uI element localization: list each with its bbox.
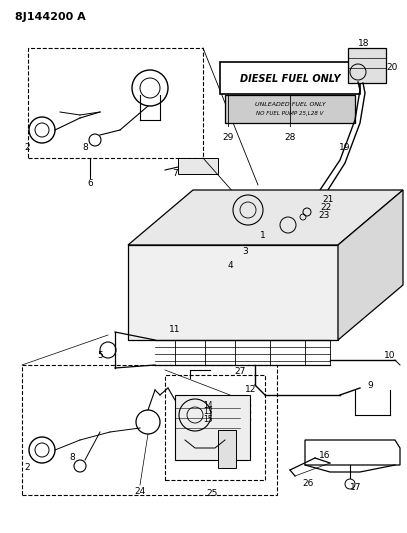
- Text: 17: 17: [350, 483, 362, 492]
- Bar: [220, 62, 360, 94]
- Text: 28: 28: [284, 133, 296, 142]
- Bar: [22, 365, 277, 495]
- Text: 8J144200 A: 8J144200 A: [15, 12, 86, 22]
- Text: 24: 24: [134, 488, 146, 497]
- Text: 9: 9: [367, 381, 373, 390]
- Text: 1: 1: [260, 230, 266, 239]
- Text: 25: 25: [206, 489, 218, 498]
- Text: 8: 8: [82, 143, 88, 152]
- Text: UNLEADED FUEL ONLY: UNLEADED FUEL ONLY: [255, 101, 325, 107]
- Text: DIESEL FUEL ONLY: DIESEL FUEL ONLY: [240, 74, 340, 84]
- Text: 14: 14: [204, 400, 213, 409]
- Text: 12: 12: [245, 385, 257, 394]
- Text: 7: 7: [172, 168, 178, 177]
- Text: 15: 15: [204, 415, 213, 424]
- Text: 23: 23: [318, 212, 330, 221]
- Text: 21: 21: [322, 196, 334, 205]
- Bar: [165, 375, 265, 480]
- Text: 2: 2: [24, 464, 30, 472]
- Text: 13: 13: [204, 408, 213, 416]
- Text: 3: 3: [242, 247, 248, 256]
- Polygon shape: [128, 190, 403, 245]
- Bar: [175, 395, 250, 460]
- Text: 5: 5: [97, 351, 103, 359]
- Text: 2: 2: [24, 143, 30, 152]
- Text: 10: 10: [384, 351, 396, 360]
- Text: 26: 26: [302, 480, 314, 489]
- Text: 6: 6: [87, 179, 93, 188]
- Text: 4: 4: [227, 261, 233, 270]
- Text: 16: 16: [319, 450, 331, 459]
- Polygon shape: [338, 190, 403, 340]
- Text: 20: 20: [386, 62, 398, 71]
- Text: 22: 22: [320, 204, 332, 213]
- Text: 29: 29: [222, 133, 234, 142]
- Text: 8: 8: [69, 453, 75, 462]
- Text: 11: 11: [169, 326, 181, 335]
- Bar: [178, 158, 218, 174]
- Bar: [348, 48, 386, 83]
- Polygon shape: [128, 245, 338, 340]
- Text: NO FUEL PUMP 25,L28 V: NO FUEL PUMP 25,L28 V: [256, 111, 324, 117]
- Text: 19: 19: [339, 142, 351, 151]
- Bar: [218, 430, 236, 468]
- Text: 18: 18: [358, 39, 370, 49]
- Bar: [225, 95, 355, 123]
- Bar: [28, 48, 203, 158]
- Text: 27: 27: [234, 367, 246, 376]
